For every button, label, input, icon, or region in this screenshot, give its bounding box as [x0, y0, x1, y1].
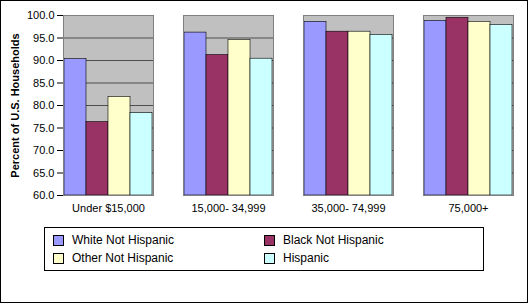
svg-text:80.0: 80.0 — [33, 99, 54, 111]
html-text:Black Not Hispanic: Black Not Hispanic — [283, 233, 384, 247]
svg-text:15,000- 34,999: 15,000- 34,999 — [191, 202, 265, 214]
html-text:Other Not Hispanic: Other Not Hispanic — [72, 251, 174, 265]
svg-text:65.0: 65.0 — [33, 167, 54, 179]
svg-text:95.0: 95.0 — [33, 32, 54, 44]
html-text:Hispanic: Hispanic — [283, 251, 329, 265]
svg-text:90.0: 90.0 — [33, 54, 54, 66]
svg-text:Percent of U.S. Households: Percent of U.S. Households — [9, 33, 21, 177]
html-text:White Not Hispanic: White Not Hispanic — [72, 233, 174, 247]
svg-text:85.0: 85.0 — [33, 77, 54, 89]
svg-text:100.0: 100.0 — [27, 9, 55, 21]
svg-text:35,000- 74,999: 35,000- 74,999 — [311, 202, 385, 214]
svg-text:75.0: 75.0 — [33, 122, 54, 134]
svg-text:60.0: 60.0 — [33, 189, 54, 201]
svg-text:70.0: 70.0 — [33, 144, 54, 156]
svg-text:75,000+: 75,000+ — [448, 202, 488, 214]
svg-text:Under $15,000: Under $15,000 — [72, 202, 145, 214]
